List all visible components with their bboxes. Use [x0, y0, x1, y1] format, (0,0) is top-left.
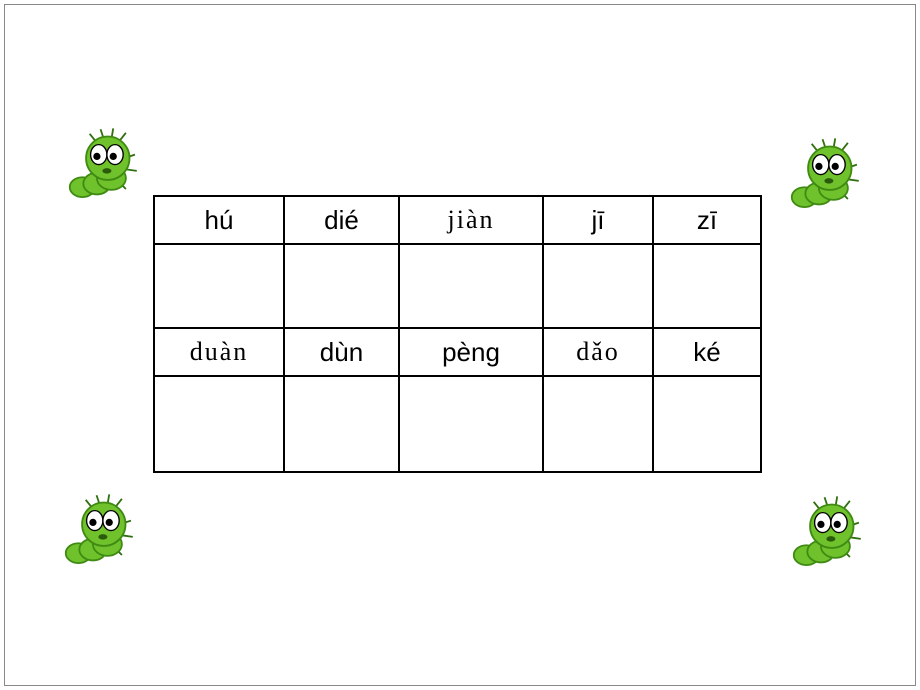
- pinyin-table: hú dié jiàn jī zī duàn dùn pèng dǎo ké: [153, 195, 762, 473]
- cell: dǎo: [543, 328, 653, 376]
- cell: [543, 376, 653, 472]
- cell: [284, 244, 399, 328]
- cell: dùn: [284, 328, 399, 376]
- cell: jiàn: [399, 196, 543, 244]
- cell: hú: [154, 196, 284, 244]
- cell: [284, 376, 399, 472]
- caterpillar-icon: [780, 136, 866, 214]
- cell: zī: [653, 196, 761, 244]
- cell: [399, 376, 543, 472]
- cell: [154, 376, 284, 472]
- caterpillar-icon: [58, 126, 144, 204]
- cell: [399, 244, 543, 328]
- cell: jī: [543, 196, 653, 244]
- cell: dié: [284, 196, 399, 244]
- cell: [154, 244, 284, 328]
- cell: duàn: [154, 328, 284, 376]
- cell: ké: [653, 328, 761, 376]
- cell: [653, 244, 761, 328]
- caterpillar-icon: [54, 492, 140, 570]
- cell: pèng: [399, 328, 543, 376]
- caterpillar-icon: [782, 494, 868, 572]
- cell: [543, 244, 653, 328]
- cell: [653, 376, 761, 472]
